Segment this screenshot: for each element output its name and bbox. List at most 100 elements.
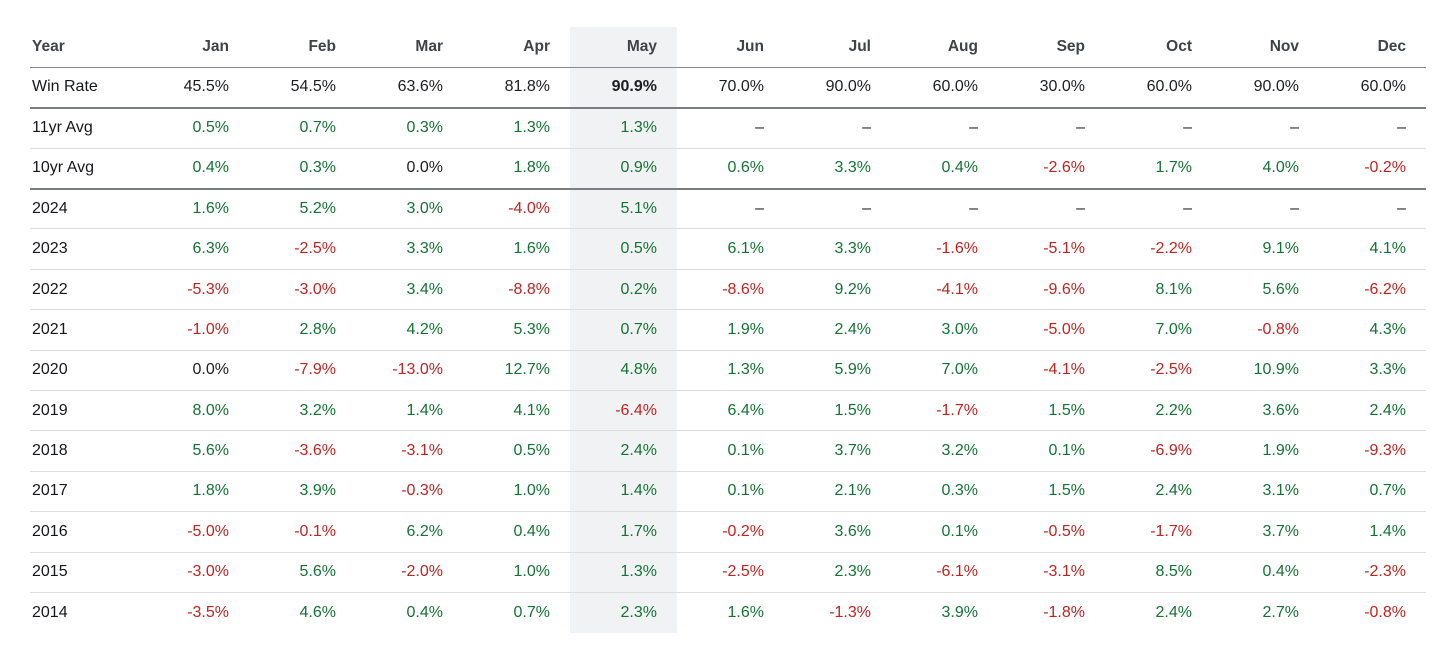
cell-2014-oct: 2.4% (1155, 603, 1192, 621)
cell-2022-apr: -8.8% (463, 269, 570, 311)
cell-2023-apr: 1.6% (463, 228, 570, 270)
cell-2022-oct: 8.1% (1105, 269, 1212, 311)
cell-win-rate-aug: 60.0% (891, 67, 998, 109)
cell-2014-mar: 0.4% (406, 603, 443, 621)
cell-11yr-avg-jun: – (677, 107, 784, 149)
cell-2024-jun: – (677, 188, 784, 230)
table-row-2021: 2021 -1.0% 2.8% 4.2% 5.3% 0.7% 1.9% 2.4% 3.0% -5.… (30, 309, 1426, 351)
cell-2016-dec: 1.4% (1319, 511, 1426, 553)
cell-2020-feb: -7.9% (249, 350, 356, 392)
column-header-jun: Jun (677, 27, 784, 68)
cell-2022-mar: 3.4% (356, 269, 463, 311)
cell-win-rate-oct: 60.0% (1105, 67, 1212, 109)
cell-2017-feb: 3.9% (249, 471, 356, 513)
cell-2023-jun: 6.1% (677, 228, 784, 270)
cell-10yr-avg-dec: -0.2% (1319, 148, 1426, 190)
cell-2017-sep: 1.5% (998, 471, 1105, 513)
cell-10yr-avg-mar: 0.0% (356, 148, 463, 190)
cell-2024-mar: 3.0% (356, 188, 463, 230)
cell-2024-nov: – (1212, 188, 1319, 230)
cell-2020-jan: 0.0% (142, 350, 249, 392)
cell-2015-jan: -3.0% (142, 552, 249, 593)
cell-2022-may: 0.2% (570, 269, 677, 311)
table-row-win-rate: Win Rate 45.5% 54.5% 63.6% 81.8% 90.9% 70.0% 90… (30, 67, 1426, 109)
cell-2022-dec: -6.2% (1319, 269, 1426, 311)
cell-10yr-avg-jun: 0.6% (677, 148, 784, 190)
table-row-2019: 2019 8.0% 3.2% 1.4% 4.1% -6.4% 6.4% 1.5% -1.7% 1.… (30, 390, 1426, 432)
cell-2022-jul: 9.2% (784, 269, 891, 311)
cell-2018-jun: 0.1% (677, 430, 784, 472)
cell-2016-nov: 3.7% (1212, 511, 1319, 553)
cell-2018-jul: 3.7% (784, 430, 891, 472)
table-row-11yr-avg: 11yr Avg 0.5% 0.7% 0.3% 1.3% 1.3% – – – – – – – (30, 107, 1426, 149)
cell-2018-dec: -9.3% (1319, 430, 1426, 472)
cell-2014-nov: 2.7% (1262, 603, 1299, 621)
cell-2015-may: 1.3% (570, 552, 677, 593)
cell-10yr-avg-jul: 3.3% (784, 148, 891, 190)
cell-2024-feb: 5.2% (249, 188, 356, 230)
row-label-2016: 2016 (30, 511, 142, 553)
cell-2023-nov: 9.1% (1212, 228, 1319, 270)
table-row-2022: 2022 -5.3% -3.0% 3.4% -8.8% 0.2% -8.6% 9.2% -4.1… (30, 269, 1426, 311)
column-header-feb: Feb (249, 27, 356, 68)
cell-2018-apr: 0.5% (463, 430, 570, 472)
cell-2017-aug: 0.3% (891, 471, 998, 513)
cell-2016-sep: -0.5% (998, 511, 1105, 553)
cell-2020-nov: 10.9% (1212, 350, 1319, 392)
cell-2021-sep: -5.0% (998, 309, 1105, 351)
cell-2023-sep: -5.1% (998, 228, 1105, 270)
cell-2022-aug: -4.1% (891, 269, 998, 311)
row-label-2017: 2017 (30, 471, 142, 513)
cell-2017-jan: 1.8% (142, 471, 249, 513)
cell-2022-feb: -3.0% (249, 269, 356, 311)
cell-2020-oct: -2.5% (1105, 350, 1212, 392)
cell-2024-jul: – (784, 188, 891, 230)
cell-win-rate-dec: 60.0% (1319, 67, 1426, 109)
cell-2020-aug: 7.0% (891, 350, 998, 392)
cell-11yr-avg-mar: 0.3% (356, 107, 463, 149)
cell-2022-nov: 5.6% (1212, 269, 1319, 311)
cell-2017-dec: 0.7% (1319, 471, 1426, 513)
cell-2017-oct: 2.4% (1105, 471, 1212, 513)
table-row-10yr-avg: 10yr Avg 0.4% 0.3% 0.0% 1.8% 0.9% 0.6% 3.3% 0.4%… (30, 148, 1426, 190)
cell-2015-mar: -2.0% (356, 552, 463, 593)
cell-10yr-avg-aug: 0.4% (891, 148, 998, 190)
row-label-2020: 2020 (30, 350, 142, 392)
cell-2020-sep: -4.1% (998, 350, 1105, 392)
row-label-2023: 2023 (30, 228, 142, 270)
cell-2017-jul: 2.1% (784, 471, 891, 513)
cell-2016-feb: -0.1% (249, 511, 356, 553)
cell-2016-aug: 0.1% (891, 511, 998, 553)
cell-2019-oct: 2.2% (1105, 390, 1212, 432)
cell-2020-dec: 3.3% (1319, 350, 1426, 392)
cell-2019-may: -6.4% (570, 390, 677, 432)
cell-2019-sep: 1.5% (998, 390, 1105, 432)
column-header-sep: Sep (998, 27, 1105, 68)
cell-2022-jun: -8.6% (677, 269, 784, 311)
cell-2019-apr: 4.1% (463, 390, 570, 432)
cell-2021-jun: 1.9% (677, 309, 784, 351)
cell-2019-dec: 2.4% (1319, 390, 1426, 432)
cell-2023-oct: -2.2% (1105, 228, 1212, 270)
cell-2021-nov: -0.8% (1212, 309, 1319, 351)
row-label-2021: 2021 (30, 309, 142, 351)
cell-2015-nov: 0.4% (1212, 552, 1319, 593)
cell-2014-may: 2.3% (570, 592, 677, 633)
cell-2017-mar: -0.3% (356, 471, 463, 513)
cell-2015-feb: 5.6% (249, 552, 356, 593)
cell-2024-apr: -4.0% (463, 188, 570, 230)
cell-2016-may: 1.7% (570, 511, 677, 553)
table-row-2015: 2015 -3.0% 5.6% -2.0% 1.0% 1.3% -2.5% 2.3% -6.1%… (30, 552, 1426, 593)
monthly-returns-table: Year Jan Feb Mar Apr May Jun Jul Aug Sep Oct Nov Dec… (30, 27, 1426, 633)
cell-11yr-avg-oct: – (1105, 107, 1212, 149)
cell-2024-may: 5.1% (570, 188, 677, 230)
column-header-dec: Dec (1319, 27, 1426, 68)
cell-2016-jun: -0.2% (677, 511, 784, 553)
column-header-year: Year (30, 27, 142, 68)
column-header-jan: Jan (142, 27, 249, 68)
cell-10yr-avg-may: 0.9% (570, 148, 677, 190)
cell-win-rate-jun: 70.0% (677, 67, 784, 109)
cell-2014-dec: -0.8% (1364, 603, 1406, 621)
cell-2021-feb: 2.8% (249, 309, 356, 351)
cell-2015-aug: -6.1% (891, 552, 998, 593)
